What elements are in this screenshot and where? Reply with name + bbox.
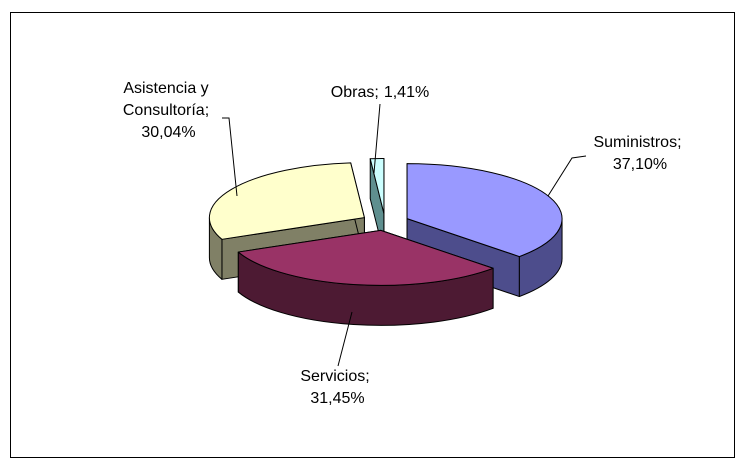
label-category: Servicios [300, 368, 366, 385]
label-separator: ; [374, 84, 379, 101]
slice-top [208, 162, 365, 240]
label-category: Obras [330, 84, 375, 101]
label-separator: ; [204, 102, 210, 119]
slice [237, 229, 494, 326]
label-value: 37,10% [612, 156, 668, 173]
label-separator: ; [677, 134, 682, 151]
label-category: Asistencia y Consultoría [122, 80, 209, 119]
data-label: Obras; 1,41% [300, 82, 460, 104]
slice-top [237, 229, 494, 286]
slice-top [406, 163, 563, 258]
label-category: Suministros [593, 134, 678, 151]
leader-line [547, 155, 587, 197]
label-separator: ; [365, 368, 370, 385]
label-value: 31,45% [310, 390, 365, 407]
leader-line [373, 103, 381, 174]
pie [208, 157, 563, 326]
data-label: Suministros; 37,10% [575, 132, 700, 176]
leader-line [222, 117, 238, 197]
leader-lines [222, 103, 587, 367]
label-value: 30,04% [141, 124, 196, 141]
leader-line [337, 311, 353, 367]
data-label: Asistencia y Consultoría; 30,04% [110, 78, 222, 144]
data-label: Servicios;31,45% [285, 366, 385, 410]
label-value: 1,41% [383, 84, 430, 101]
